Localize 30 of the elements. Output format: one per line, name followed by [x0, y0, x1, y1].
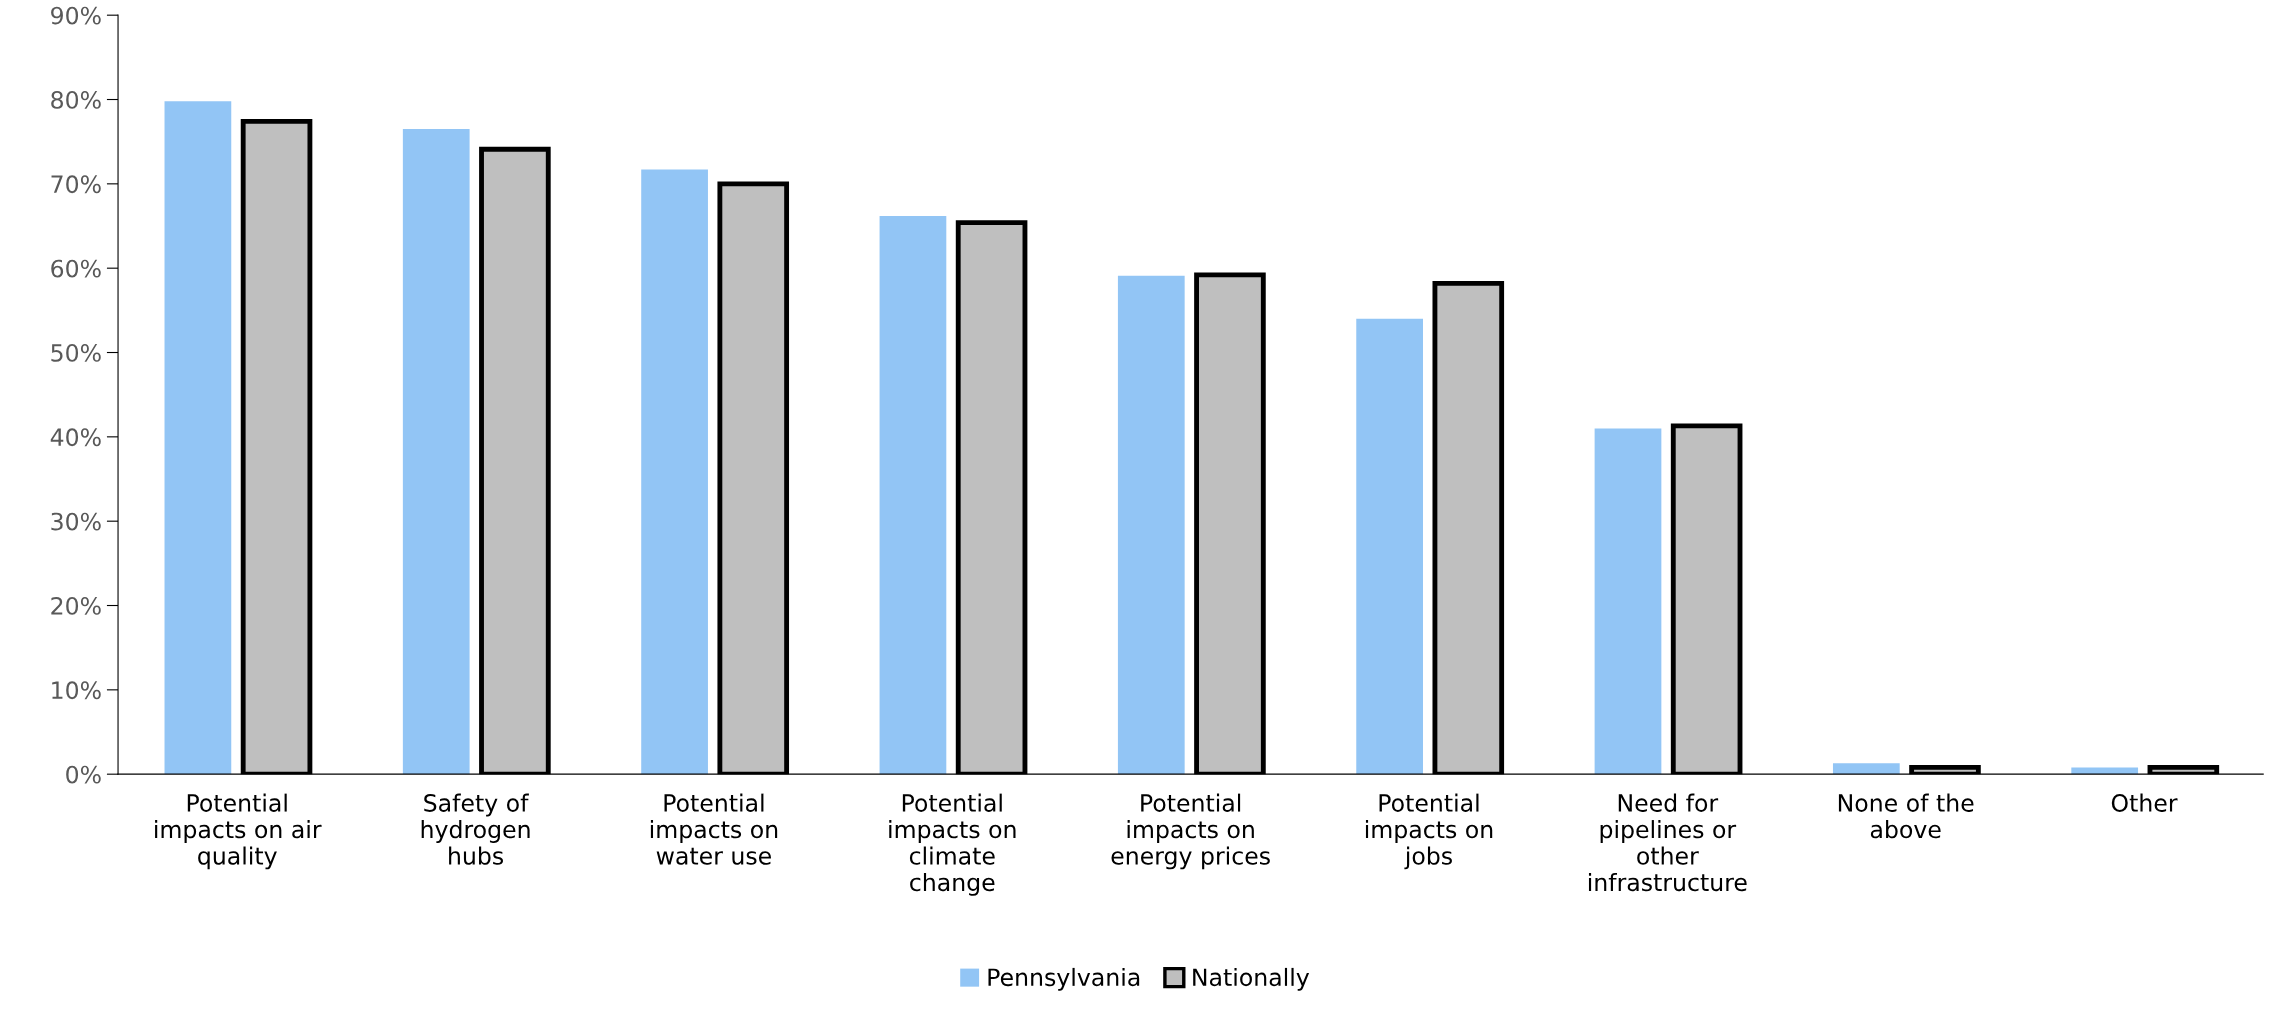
y-tick-label: 80% — [51, 90, 101, 109]
bar — [402, 129, 470, 775]
y-tick-label: 50% — [51, 343, 101, 362]
bar — [1356, 318, 1424, 775]
x-tick-label: Need for pipelines or other infrastructure — [1588, 793, 1747, 892]
x-tick-label: Potential impacts on air quality — [155, 793, 322, 870]
bar — [641, 169, 708, 775]
y-tick-label: 0% — [66, 765, 101, 784]
x-tick-label: Potential impacts on energy prices — [1111, 793, 1270, 870]
bar — [1117, 275, 1185, 775]
x-tick-label: Potential impacts on water use — [650, 793, 778, 865]
y-tick-label: 10% — [52, 681, 101, 700]
y-tick-label: 70% — [51, 175, 101, 194]
bar — [2071, 767, 2139, 775]
legend-label: Nationally — [1193, 967, 1310, 991]
bar — [1594, 428, 1662, 775]
bar — [879, 215, 947, 775]
bar — [164, 101, 232, 775]
bar — [1832, 763, 1900, 775]
x-tick-label: None of the above — [1838, 793, 1974, 839]
x-tick-label: Potential impacts on climate change — [889, 793, 1016, 896]
legend-label: Pennsylvania — [988, 967, 1140, 991]
y-tick-label: 60% — [51, 259, 101, 278]
y-tick-label: 20% — [51, 596, 101, 615]
y-tick-label: 30% — [51, 512, 101, 531]
x-tick-label: Safety of hydrogen hubs — [421, 793, 530, 865]
y-tick-label: 90% — [51, 6, 101, 25]
x-tick-label: Other — [2111, 793, 2178, 812]
x-tick-label: Potential impacts on jobs — [1365, 793, 1493, 870]
y-tick-label: 40% — [50, 428, 101, 447]
